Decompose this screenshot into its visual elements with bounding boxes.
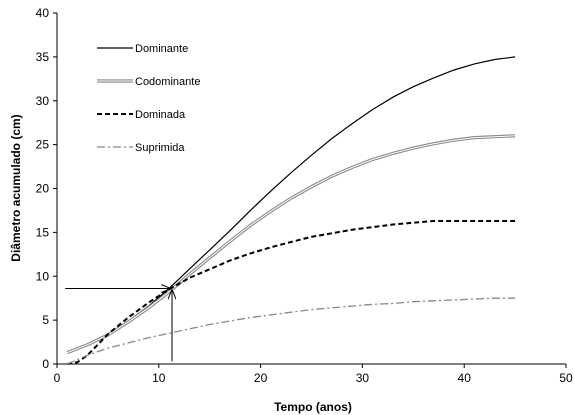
y-tick-label: 30 [36, 94, 50, 108]
series-line-suprimida [66, 297, 516, 365]
series-layer [66, 56, 516, 365]
series-line-codominante [66, 134, 516, 355]
y-tick-label: 40 [36, 6, 50, 20]
series-line-codominante-inner [67, 135, 516, 354]
x-tick-label: 10 [152, 371, 166, 385]
series-codominante [66, 134, 516, 355]
legend-label-codominante: Codominante [135, 76, 200, 88]
series-line-dominada [67, 220, 516, 365]
annotation-layer [65, 289, 172, 362]
legend: Dominante Codominante Dominada Suprimida [97, 43, 200, 154]
x-axis-title: Tempo (anos) [274, 400, 352, 414]
y-tick-label: 15 [36, 225, 50, 239]
series-suprimida [66, 297, 516, 365]
legend-label-suprimida: Suprimida [135, 142, 185, 154]
series-line-dominante [66, 56, 516, 354]
series-dominada [67, 220, 516, 365]
x-tick-label: 40 [458, 371, 472, 385]
y-tick-label: 0 [42, 357, 49, 371]
legend-label-dominante: Dominante [135, 43, 188, 55]
y-tick-label: 20 [36, 182, 50, 196]
y-axis-title: Diâmetro acumulado (cm) [9, 114, 23, 261]
x-tick-label: 30 [356, 371, 370, 385]
x-tick-label: 20 [254, 371, 268, 385]
y-tick-label: 5 [42, 313, 49, 327]
legend-label-dominada: Dominada [135, 109, 186, 121]
series-dominante [66, 56, 516, 354]
x-tick-label: 50 [559, 371, 573, 385]
x-tick-label: 0 [54, 371, 61, 385]
axes: 0 5 10 15 20 25 30 35 40 0 10 20 30 40 50 [36, 6, 573, 385]
y-tick-label: 35 [36, 50, 50, 64]
y-tick-label: 25 [36, 138, 50, 152]
y-tick-label: 10 [36, 269, 50, 283]
